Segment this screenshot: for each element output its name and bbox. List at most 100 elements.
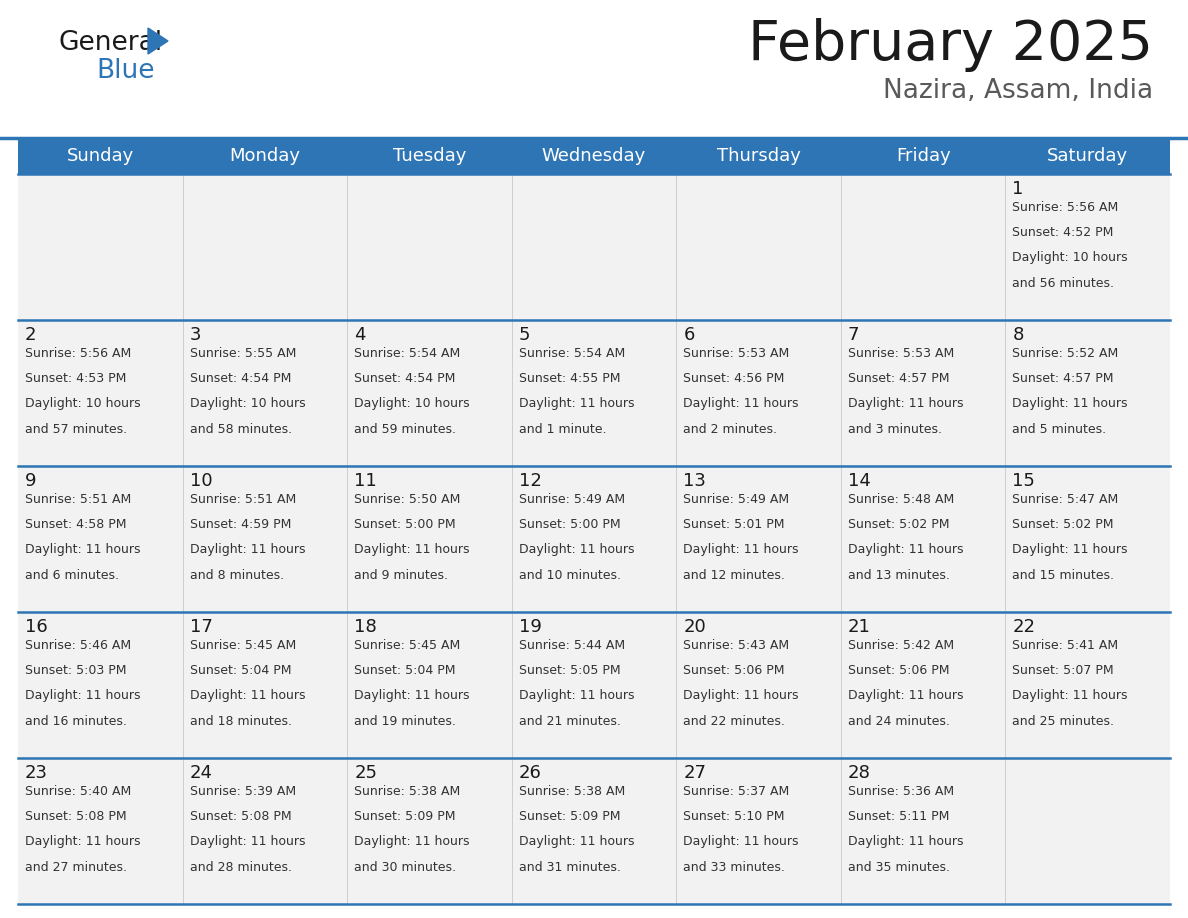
Bar [841, 612, 1005, 758]
Bar [676, 612, 841, 758]
Text: 15: 15 [1012, 472, 1035, 490]
Text: 21: 21 [848, 618, 871, 636]
Text: Sunset: 5:03 PM: Sunset: 5:03 PM [25, 664, 126, 677]
Text: February 2025: February 2025 [748, 18, 1154, 72]
Text: 8: 8 [1012, 326, 1024, 344]
Bar [1005, 174, 1170, 320]
Bar [347, 320, 512, 466]
Text: Sunset: 5:00 PM: Sunset: 5:00 PM [519, 518, 620, 532]
Text: Sunset: 4:59 PM: Sunset: 4:59 PM [190, 518, 291, 532]
Text: 13: 13 [683, 472, 706, 490]
Text: and 27 minutes.: and 27 minutes. [25, 860, 127, 874]
Text: and 15 minutes.: and 15 minutes. [1012, 568, 1114, 581]
Text: 10: 10 [190, 472, 213, 490]
Text: and 9 minutes.: and 9 minutes. [354, 568, 448, 581]
Text: Sunrise: 5:56 AM: Sunrise: 5:56 AM [25, 347, 131, 360]
Text: General: General [58, 30, 162, 56]
Text: 1: 1 [1012, 180, 1024, 198]
Text: Sunday: Sunday [67, 147, 134, 165]
Bar [512, 612, 676, 758]
Bar [676, 174, 841, 320]
Text: Daylight: 11 hours: Daylight: 11 hours [683, 689, 798, 702]
Text: 2: 2 [25, 326, 37, 344]
Text: and 58 minutes.: and 58 minutes. [190, 422, 292, 435]
Text: Sunrise: 5:52 AM: Sunrise: 5:52 AM [1012, 347, 1119, 360]
Text: Daylight: 10 hours: Daylight: 10 hours [25, 397, 140, 410]
Bar [512, 174, 676, 320]
Text: 9: 9 [25, 472, 37, 490]
Text: 7: 7 [848, 326, 859, 344]
Text: Sunset: 5:04 PM: Sunset: 5:04 PM [190, 664, 291, 677]
Text: Daylight: 11 hours: Daylight: 11 hours [848, 835, 963, 848]
Text: Daylight: 11 hours: Daylight: 11 hours [1012, 397, 1127, 410]
Bar [347, 612, 512, 758]
Text: and 25 minutes.: and 25 minutes. [1012, 714, 1114, 728]
Text: Daylight: 11 hours: Daylight: 11 hours [354, 543, 469, 556]
Text: Daylight: 11 hours: Daylight: 11 hours [1012, 689, 1127, 702]
Bar [18, 138, 1170, 174]
Text: 18: 18 [354, 618, 377, 636]
Text: 14: 14 [848, 472, 871, 490]
Bar [1005, 758, 1170, 904]
Text: Wednesday: Wednesday [542, 147, 646, 165]
Text: Saturday: Saturday [1047, 147, 1129, 165]
Text: Daylight: 11 hours: Daylight: 11 hours [848, 397, 963, 410]
Text: and 13 minutes.: and 13 minutes. [848, 568, 949, 581]
Text: Sunset: 5:09 PM: Sunset: 5:09 PM [354, 811, 456, 823]
Text: Daylight: 11 hours: Daylight: 11 hours [190, 835, 305, 848]
Text: Daylight: 11 hours: Daylight: 11 hours [519, 397, 634, 410]
Text: Sunrise: 5:47 AM: Sunrise: 5:47 AM [1012, 493, 1119, 506]
Bar [1005, 612, 1170, 758]
Text: 27: 27 [683, 764, 707, 782]
Bar [183, 174, 347, 320]
Text: Sunrise: 5:44 AM: Sunrise: 5:44 AM [519, 639, 625, 652]
Text: and 6 minutes.: and 6 minutes. [25, 568, 119, 581]
Bar [183, 758, 347, 904]
Text: Sunrise: 5:43 AM: Sunrise: 5:43 AM [683, 639, 789, 652]
Text: Sunset: 5:04 PM: Sunset: 5:04 PM [354, 664, 456, 677]
Text: Sunrise: 5:54 AM: Sunrise: 5:54 AM [519, 347, 625, 360]
Text: Sunset: 4:52 PM: Sunset: 4:52 PM [1012, 226, 1114, 240]
Text: 6: 6 [683, 326, 695, 344]
Text: Daylight: 11 hours: Daylight: 11 hours [519, 835, 634, 848]
Text: and 21 minutes.: and 21 minutes. [519, 714, 620, 728]
Bar [1005, 320, 1170, 466]
Text: and 16 minutes.: and 16 minutes. [25, 714, 127, 728]
Text: Thursday: Thursday [716, 147, 801, 165]
Text: Sunrise: 5:45 AM: Sunrise: 5:45 AM [190, 639, 296, 652]
Text: Sunset: 5:10 PM: Sunset: 5:10 PM [683, 811, 785, 823]
Text: and 56 minutes.: and 56 minutes. [1012, 276, 1114, 289]
Text: Daylight: 11 hours: Daylight: 11 hours [848, 689, 963, 702]
Text: Daylight: 11 hours: Daylight: 11 hours [1012, 543, 1127, 556]
Bar [512, 758, 676, 904]
Text: Sunset: 4:55 PM: Sunset: 4:55 PM [519, 372, 620, 386]
Text: Daylight: 11 hours: Daylight: 11 hours [25, 689, 140, 702]
Bar [347, 758, 512, 904]
Text: Sunrise: 5:53 AM: Sunrise: 5:53 AM [848, 347, 954, 360]
Text: and 33 minutes.: and 33 minutes. [683, 860, 785, 874]
Text: Sunrise: 5:42 AM: Sunrise: 5:42 AM [848, 639, 954, 652]
Text: Daylight: 11 hours: Daylight: 11 hours [25, 543, 140, 556]
Bar [347, 174, 512, 320]
Text: Sunrise: 5:56 AM: Sunrise: 5:56 AM [1012, 201, 1119, 214]
Text: 25: 25 [354, 764, 377, 782]
Bar [347, 466, 512, 612]
Text: Sunset: 4:58 PM: Sunset: 4:58 PM [25, 518, 126, 532]
Text: Blue: Blue [96, 58, 154, 84]
Text: Sunset: 5:11 PM: Sunset: 5:11 PM [848, 811, 949, 823]
Text: Daylight: 11 hours: Daylight: 11 hours [683, 835, 798, 848]
Text: Sunset: 5:08 PM: Sunset: 5:08 PM [190, 811, 291, 823]
Text: Sunset: 4:57 PM: Sunset: 4:57 PM [1012, 372, 1114, 386]
Text: Sunset: 4:54 PM: Sunset: 4:54 PM [190, 372, 291, 386]
Text: 4: 4 [354, 326, 366, 344]
Text: Daylight: 10 hours: Daylight: 10 hours [1012, 252, 1129, 264]
Text: Daylight: 11 hours: Daylight: 11 hours [683, 397, 798, 410]
Text: and 8 minutes.: and 8 minutes. [190, 568, 284, 581]
Text: 17: 17 [190, 618, 213, 636]
Text: Sunrise: 5:55 AM: Sunrise: 5:55 AM [190, 347, 296, 360]
Text: Sunset: 5:06 PM: Sunset: 5:06 PM [683, 664, 785, 677]
Text: 12: 12 [519, 472, 542, 490]
Bar [183, 612, 347, 758]
Text: and 28 minutes.: and 28 minutes. [190, 860, 291, 874]
Bar [676, 758, 841, 904]
